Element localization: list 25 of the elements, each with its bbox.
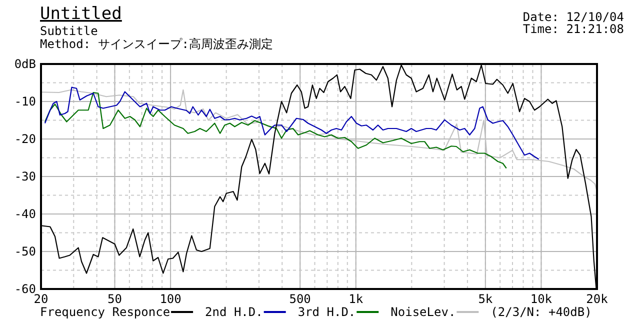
y-tick-label: -50 [14,244,36,258]
x-tick-label: 5k [478,292,494,306]
text: Method: サインスイープ:高周波歪み測定 [40,37,274,51]
text: (2/3/N: +40dB) [490,305,592,319]
y-tick-label: -10 [14,94,36,108]
chart-subtitle: Subtitle [40,24,98,38]
y-tick-label: -40 [14,207,36,221]
legend-label: NoiseLev. [390,305,456,319]
y-tick-label: -20 [14,132,36,146]
x-tick-label: 100 [160,292,182,306]
x-tick-label: 20 [34,292,48,306]
y-tick-label: -30 [14,170,36,184]
legend-label: 2nd H.D. [205,305,263,319]
y-tick-label: -60 [14,282,36,296]
chart-title: Untitled [40,4,122,24]
x-tick-label: 10k [530,292,553,306]
x-tick-label: 20k [586,292,609,306]
text: Time: 21:21:08 [522,22,624,36]
text: Date: 12/10/04 [522,10,624,24]
legend-label: 3rd H.D. [298,305,356,319]
x-tick-label: 1k [348,292,364,306]
x-tick-label: 500 [289,292,311,306]
x-tick-label: 50 [108,292,122,306]
y-tick-label: 0dB [14,57,36,71]
legend-label: Frequency Responce [40,305,170,319]
